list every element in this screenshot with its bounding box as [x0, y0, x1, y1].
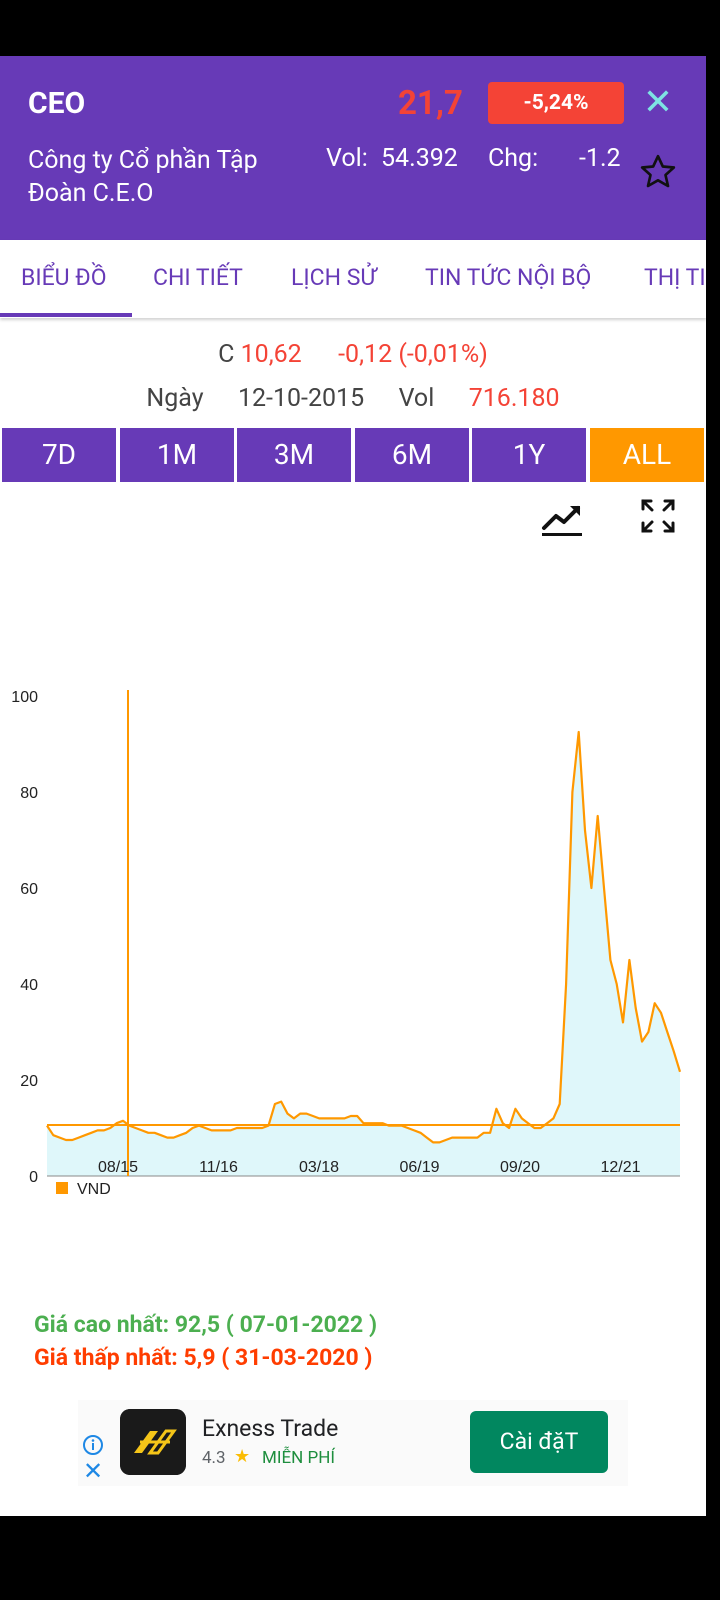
price-info-row: C 10,62 -0,12 (-0,01%)	[0, 340, 706, 369]
volume-label: Vol:	[326, 144, 368, 173]
tab-chart[interactable]: BIỂU ĐỒ	[21, 264, 107, 291]
volume-value-2: 716.180	[468, 384, 560, 413]
price-chart[interactable]: 100 80 60 40 20 0 08/15 11/16 03/18 06/19 09/20 12/…	[0, 616, 706, 1216]
x-tick-label: 03/18	[299, 1159, 339, 1176]
y-tick-label: 100	[11, 689, 38, 706]
x-tick-label: 12/21	[600, 1159, 640, 1176]
y-tick-label: 60	[20, 881, 38, 898]
x-tick-label: 08/15	[98, 1159, 138, 1176]
ad-banner[interactable]: ✕ Exness Trade 4.3 ★ MIỄN PHÍ Cài đặT	[78, 1400, 628, 1486]
fullscreen-icon[interactable]	[640, 498, 676, 534]
star-icon[interactable]	[638, 152, 678, 192]
volume-label-2: Vol	[398, 384, 435, 413]
x-tick-label: 06/19	[399, 1159, 439, 1176]
tab-bar: BIỂU ĐỒ CHI TIẾT LỊCH SỬ TIN TỨC NỘI BỘ …	[0, 240, 706, 318]
close-icon[interactable]: ✕	[642, 81, 674, 123]
info-icon[interactable]	[82, 1434, 104, 1456]
ad-rating: 4.3	[202, 1448, 226, 1468]
volume-value: 54.392	[381, 144, 458, 173]
range-1y-button[interactable]: 1Y	[472, 428, 586, 482]
range-1m-button[interactable]: 1M	[120, 428, 234, 482]
price-line	[46, 730, 682, 1144]
change-percent-badge: -5,24%	[488, 82, 624, 124]
lowest-price: Giá thấp nhất: 5,9 ( 31-03-2020 )	[34, 1344, 373, 1371]
ad-free-label: MIỄN PHÍ	[262, 1448, 335, 1468]
range-selector: 7D 1M 3M 6M 1Y ALL	[0, 428, 706, 482]
tab-insider-news[interactable]: TIN TỨC NỘI BỘ	[425, 264, 592, 291]
range-6m-button[interactable]: 6M	[355, 428, 469, 482]
tab-details[interactable]: CHI TIẾT	[153, 264, 243, 291]
range-3m-button[interactable]: 3M	[237, 428, 351, 482]
ad-app-name: Exness Trade	[202, 1415, 339, 1442]
rating-star-icon: ★	[234, 1446, 251, 1467]
tab-history[interactable]: LỊCH SỬ	[291, 264, 377, 291]
x-tick-label: 09/20	[500, 1159, 540, 1176]
price-area-fill	[47, 732, 680, 1176]
date-label: Ngày	[146, 384, 204, 413]
close-value: 10,62	[240, 340, 302, 369]
company-name: Công ty Cổ phần Tập Đoàn C.E.O	[28, 146, 258, 208]
tab-market[interactable]: THỊ TI	[644, 264, 706, 291]
install-button[interactable]: Cài đặT	[470, 1411, 608, 1473]
highest-price: Giá cao nhất: 92,5 ( 07-01-2022 )	[34, 1311, 378, 1338]
date-value: 12-10-2015	[237, 384, 365, 413]
range-7d-button[interactable]: 7D	[2, 428, 116, 482]
stock-symbol: CEO	[28, 86, 86, 121]
app-container: CEO 21,7 -5,24% ✕ Công ty Cổ phần Tập Đo…	[0, 56, 706, 1516]
stock-header: CEO 21,7 -5,24% ✕ Công ty Cổ phần Tập Đo…	[0, 56, 706, 240]
stock-price: 21,7	[398, 84, 463, 123]
active-tab-indicator	[0, 313, 132, 317]
y-tick-label: 80	[20, 785, 38, 802]
close-change: -0,12 (-0,01%)	[338, 340, 488, 369]
change-label: Chg:	[488, 144, 539, 173]
y-tick-label: 20	[20, 1073, 38, 1090]
range-all-button[interactable]: ALL	[590, 428, 704, 482]
trend-line-icon[interactable]	[540, 502, 584, 538]
legend-label: VND	[77, 1181, 111, 1198]
y-tick-label: 40	[20, 977, 38, 994]
legend-swatch	[56, 1182, 68, 1194]
x-tick-label: 11/16	[199, 1159, 238, 1176]
ad-close-icon[interactable]: ✕	[82, 1457, 104, 1485]
change-value: -1.2	[579, 144, 621, 173]
y-tick-label: 0	[29, 1169, 38, 1186]
exness-logo	[120, 1409, 186, 1475]
close-label: C	[218, 340, 235, 369]
date-info-row: Ngày 12-10-2015 Vol 716.180	[0, 384, 706, 413]
